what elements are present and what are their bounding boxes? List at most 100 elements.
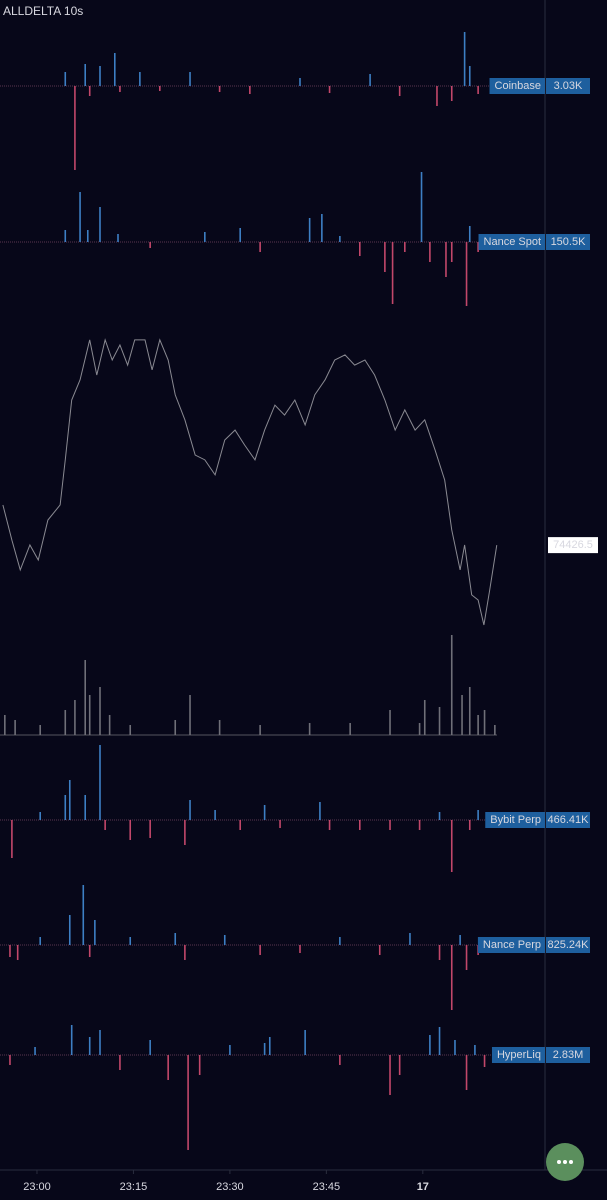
- volume-bar: [218, 720, 221, 735]
- badge-box: [546, 812, 590, 828]
- delta-bar: [11, 820, 13, 858]
- volume-bar: [477, 715, 479, 735]
- x-tick-label: 23:00: [23, 1181, 51, 1193]
- delta-bar: [99, 66, 101, 86]
- delta-bar: [74, 86, 76, 170]
- delta-bar: [159, 86, 161, 91]
- price-label-box: [548, 537, 598, 554]
- delta-bar: [9, 945, 11, 957]
- badge-value: 2.83M: [553, 1049, 584, 1061]
- badge-box: [546, 78, 590, 94]
- delta-bar: [86, 230, 89, 242]
- delta-bar: [223, 935, 226, 945]
- x-tick-label: 23:30: [216, 1181, 244, 1193]
- delta-bar: [308, 218, 311, 242]
- delta-bar: [279, 820, 281, 828]
- delta-bar: [465, 1055, 468, 1090]
- delta-bar: [139, 72, 141, 86]
- delta-bar: [104, 820, 106, 830]
- price-line: [2, 338, 498, 626]
- badge-value: 150.5K: [551, 236, 587, 248]
- delta-bar: [64, 230, 67, 242]
- delta-bar: [117, 234, 119, 242]
- delta-bar: [113, 53, 116, 86]
- delta-bar: [268, 1037, 271, 1055]
- delta-bar: [70, 1025, 73, 1055]
- volume-bar: [389, 710, 391, 735]
- volume-bar: [450, 635, 453, 735]
- volume-bar: [438, 707, 441, 735]
- delta-bar: [459, 935, 461, 945]
- delta-bar: [88, 86, 91, 96]
- delta-bar: [438, 945, 441, 960]
- volume-bar: [4, 715, 6, 735]
- delta-bar: [239, 228, 241, 242]
- delta-bar: [389, 1055, 391, 1095]
- delta-bar: [99, 745, 101, 820]
- delta-bar: [189, 72, 191, 86]
- delta-bar: [477, 242, 479, 252]
- panel-label-box: [485, 812, 545, 828]
- delta-bar: [384, 242, 386, 272]
- panel-label: Bybit Perp: [490, 814, 541, 826]
- volume-bar: [349, 723, 351, 735]
- volume-bar: [74, 700, 76, 735]
- menu-button[interactable]: [546, 1143, 584, 1181]
- delta-bar: [218, 86, 221, 92]
- delta-bar: [321, 214, 323, 242]
- delta-bar: [187, 1055, 189, 1150]
- delta-bar: [358, 242, 361, 256]
- delta-bar: [129, 937, 132, 945]
- delta-bar: [445, 242, 447, 277]
- volume-bar: [468, 687, 471, 735]
- delta-bar: [436, 86, 438, 106]
- delta-bar: [483, 1055, 486, 1067]
- delta-bar: [404, 242, 406, 252]
- delta-bar: [94, 920, 96, 945]
- volume-bar: [174, 720, 177, 735]
- price-label: 74426.5: [553, 539, 593, 551]
- volume-bar: [494, 725, 496, 735]
- delta-bar: [468, 820, 471, 830]
- delta-bar: [119, 1055, 121, 1070]
- volume-bar: [14, 720, 16, 735]
- badge-box: [546, 1047, 590, 1063]
- delta-bar: [409, 933, 411, 945]
- x-tick-label: 23:15: [120, 1181, 148, 1193]
- panel-label-box: [489, 78, 545, 94]
- delta-bar: [34, 1047, 36, 1055]
- volume-bar: [461, 695, 463, 735]
- x-tick-label: 23:45: [313, 1181, 341, 1193]
- delta-bar: [88, 945, 91, 957]
- delta-bar: [189, 800, 191, 820]
- delta-bar: [454, 1040, 456, 1055]
- chart-title: ALLDELTA 10s: [3, 4, 83, 18]
- volume-bar: [129, 725, 132, 735]
- delta-bar: [450, 86, 453, 101]
- delta-bar: [328, 820, 331, 830]
- delta-bar: [99, 1030, 101, 1055]
- delta-bar: [184, 820, 186, 845]
- delta-bar: [450, 945, 453, 1010]
- volume-bar: [308, 723, 311, 735]
- delta-bar: [84, 795, 87, 820]
- volume-bar: [39, 725, 41, 735]
- delta-bar: [299, 78, 301, 86]
- volume-bar: [423, 700, 426, 735]
- panel-label: HyperLiq: [497, 1049, 541, 1061]
- delta-bar: [88, 1037, 91, 1055]
- delta-bar: [263, 1043, 266, 1055]
- delta-bar: [259, 242, 261, 252]
- delta-bar: [474, 1045, 476, 1055]
- badge-value: 466.41K: [548, 814, 590, 826]
- x-tick-label: 17: [417, 1181, 429, 1193]
- panel-label: Nance Spot: [484, 236, 541, 248]
- delta-bar: [468, 66, 471, 86]
- delta-bar: [84, 64, 87, 86]
- delta-bar: [239, 820, 241, 830]
- volume-bar: [483, 710, 486, 735]
- delta-bar: [229, 1045, 231, 1055]
- badge-box: [546, 937, 590, 953]
